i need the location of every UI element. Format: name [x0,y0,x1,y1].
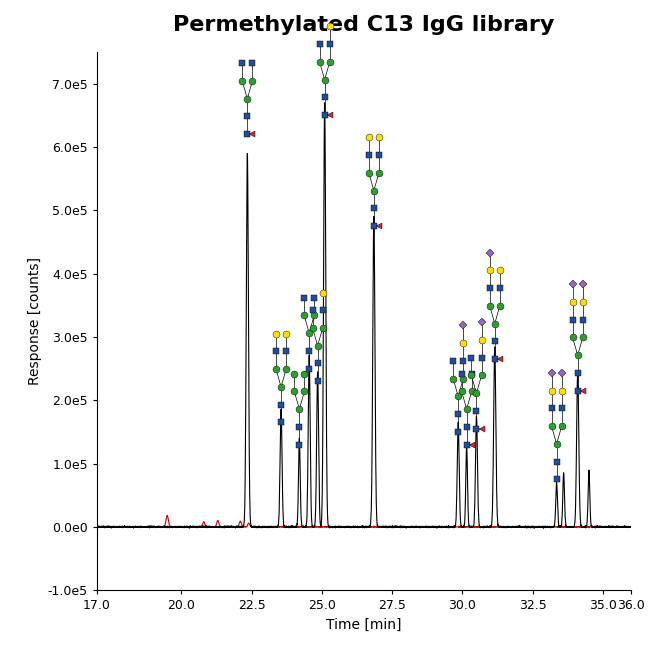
X-axis label: Time [min]: Time [min] [326,618,402,632]
Y-axis label: Response [counts]: Response [counts] [28,257,42,385]
Title: Permethylated C13 IgG library: Permethylated C13 IgG library [174,15,554,35]
